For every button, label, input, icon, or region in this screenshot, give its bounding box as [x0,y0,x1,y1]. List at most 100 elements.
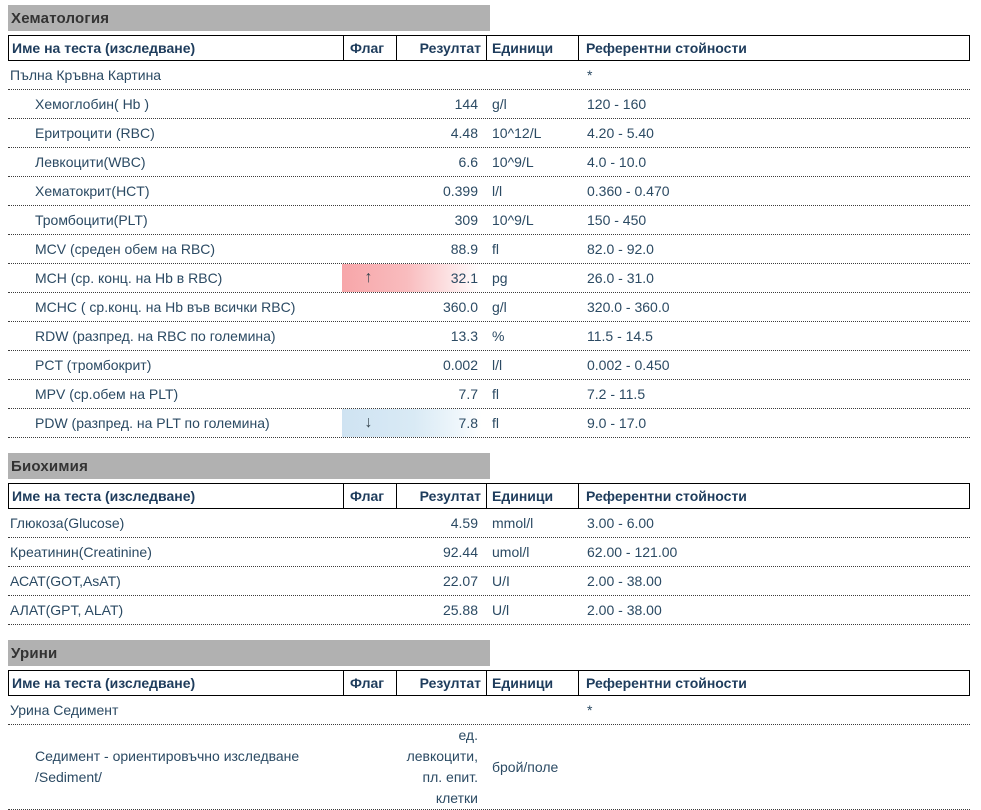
reference-range: 3.00 - 6.00 [587,515,654,531]
test-name: Седимент - ориентировъчно изследване /Se… [35,748,300,785]
column-header-units: Единици [486,671,578,695]
test-row: Урина Седимент * [8,696,970,725]
result-value: 309 [454,212,478,228]
test-row: Креатинин(Creatinine) 92.44 umol/l 62.00… [8,538,970,567]
reference-range: * [587,67,593,83]
results-table: Име на теста (изследване) Флаг Резултат … [8,35,970,438]
units-value: U/I [492,573,510,589]
result-value: ед. левкоцити, пл. епит. клетки [406,727,478,806]
test-name: Креатинин(Creatinine) [10,544,152,560]
test-name: Хемоглобин( Hb ) [35,96,150,112]
reference-range: 9.0 - 17.0 [587,415,647,431]
column-header-test-name: Име на теста (изследване) [12,488,196,504]
flag-cell: ↑ [342,264,395,292]
test-name: Хематокрит(HCT) [35,183,150,199]
units-value: umol/l [492,544,530,560]
table-header-row: Име на теста (изследване) Флаг Резултат … [8,670,970,696]
units-value: 10^12/L [492,125,542,141]
test-row: PCT (тромбокрит) 0.002 l/l 0.002 - 0.450 [8,351,970,380]
test-row: Еритроцити (RBC) 4.48 10^12/L 4.20 - 5.4… [8,119,970,148]
units-value: fl [492,415,499,431]
column-header-result: Резултат [396,36,486,60]
section-title-bar: Хематология [8,5,490,31]
reference-range: 11.5 - 14.5 [587,328,653,344]
test-name: Урина Седимент [10,702,119,718]
reference-range: 4.20 - 5.40 [587,125,654,141]
result-value: 22.07 [442,573,478,589]
result-value: 4.59 [450,515,478,531]
column-header-reference: Референтни стойности [578,484,969,508]
section-title-bar: Урини [8,640,490,666]
flag-arrow-icon: ↑ [364,269,373,286]
units-value: fl [492,241,499,257]
reference-range: * [587,702,593,718]
test-row: Глюкоза(Glucose) 4.59 mmol/l 3.00 - 6.00 [8,509,970,538]
units-value: U/l [492,602,510,618]
result-value: 13.3 [450,328,478,344]
table-body: Урина Седимент * Седимент - ориентировъч… [8,696,970,810]
column-header-test-name: Име на теста (изследване) [12,40,196,56]
test-row: Тромбоцити(PLT) 309 10^9/L 150 - 450 [8,206,970,235]
test-row: АСАТ(GOT,AsAT) 22.07 U/I 2.00 - 38.00 [8,567,970,596]
flag-cell: ↓ [342,409,395,437]
test-name: RDW (разпред. на RBC по големина) [35,328,276,344]
test-row: MCH (ср. конц. на Hb в RBC) ↑ 32.1 pg 26… [8,264,970,293]
test-row: RDW (разпред. на RBC по големина) 13.3 %… [8,322,970,351]
result-value: 360.0 [442,299,478,315]
test-name: MCV (среден обем на RBC) [35,241,216,257]
section-title: Биохимия [11,457,89,475]
test-name: MPV (ср.обем на PLT) [35,386,179,402]
section-title: Хематология [11,9,110,27]
table-body: Глюкоза(Glucose) 4.59 mmol/l 3.00 - 6.00… [8,509,970,625]
test-name: Левкоцити(WBC) [35,154,146,170]
column-header-flag: Флаг [343,671,396,695]
reference-range: 82.0 - 92.0 [587,241,654,257]
result-value: 92.44 [442,544,478,560]
table-header-row: Име на теста (изследване) Флаг Резултат … [8,35,970,61]
test-row: Хемоглобин( Hb ) 144 g/l 120 - 160 [8,90,970,119]
test-name: PCT (тромбокрит) [35,357,152,373]
reference-range: 7.2 - 11.5 [587,386,646,402]
lab-section: Хематология Име на теста (изследване) Фл… [0,5,981,438]
units-value: fl [492,386,499,402]
table-header-row: Име на теста (изследване) Флаг Резултат … [8,483,970,509]
reference-range: 4.0 - 10.0 [587,154,647,170]
reference-range: 26.0 - 31.0 [587,270,654,286]
result-value: 0.399 [442,183,478,199]
units-value: % [492,328,505,344]
reference-range: 0.360 - 0.470 [587,183,670,199]
flag-arrow-icon: ↓ [364,414,373,431]
units-value: брой/поле [492,758,559,775]
result-value: 25.88 [442,602,478,618]
lab-section: Урини Име на теста (изследване) Флаг Рез… [0,640,981,810]
result-value: 32.1 [450,270,478,286]
test-name: Пълна Кръвна Картина [10,67,162,83]
test-row: АЛАТ(GPT, ALAT) 25.88 U/l 2.00 - 38.00 [8,596,970,625]
column-header-reference: Референтни стойности [578,36,969,60]
lab-section: Биохимия Име на теста (изследване) Флаг … [0,453,981,625]
test-name: АЛАТ(GPT, ALAT) [10,602,124,618]
units-value: 10^9/L [492,154,534,170]
test-row: MCV (среден обем на RBC) 88.9 fl 82.0 - … [8,235,970,264]
section-title: Урини [11,644,58,662]
test-name: Еритроцити (RBC) [35,125,155,141]
test-row: Пълна Кръвна Картина * [8,61,970,90]
test-name: MCHC ( ср.конц. на Hb във всички RBC) [35,299,296,315]
results-table: Име на теста (изследване) Флаг Резултат … [8,670,970,810]
reference-range: 62.00 - 121.00 [587,544,678,560]
column-header-reference: Референтни стойности [578,671,969,695]
column-header-units: Единици [486,36,578,60]
units-value: l/l [492,183,503,199]
reference-range: 0.002 - 0.450 [587,357,670,373]
units-value: 10^9/L [492,212,534,228]
test-row: Хематокрит(HCT) 0.399 l/l 0.360 - 0.470 [8,177,970,206]
reference-range: 150 - 450 [587,212,647,228]
units-value: g/l [492,96,507,112]
units-value: mmol/l [492,515,534,531]
result-value: 88.9 [450,241,478,257]
test-name: PDW (разпред. на PLT по големина) [35,415,270,431]
result-value: 7.7 [458,386,478,402]
column-header-test-name: Име на теста (изследване) [12,675,196,691]
units-value: pg [492,270,508,286]
